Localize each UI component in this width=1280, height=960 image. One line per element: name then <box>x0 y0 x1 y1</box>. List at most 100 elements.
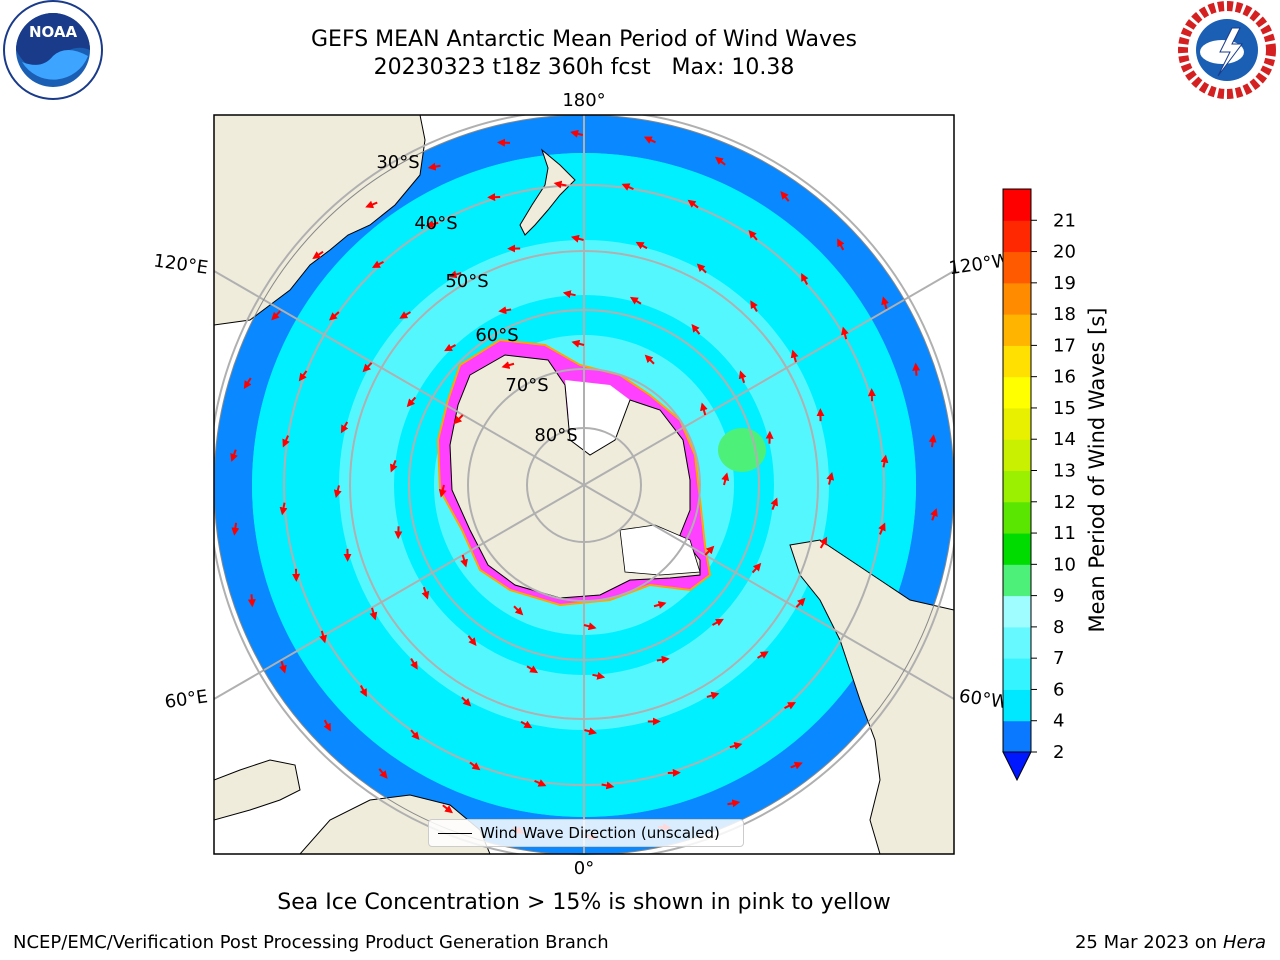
colorbar-tick-label: 6 <box>1053 679 1064 700</box>
wind-wave-arrow <box>629 296 642 305</box>
wind-wave-arrow <box>312 250 324 259</box>
colorbar-tick-label: 18 <box>1053 304 1076 325</box>
wind-wave-arrow <box>748 229 758 241</box>
legend-line-icon <box>438 832 472 834</box>
wind-wave-arrow <box>878 522 886 535</box>
wind-wave-arrow <box>378 768 388 779</box>
wind-wave-arrow <box>371 260 384 268</box>
wind-wave-arrow <box>635 241 648 250</box>
legend-label: Wind Wave Direction (unscaled) <box>480 824 720 842</box>
colorbar-swatch <box>1003 407 1031 440</box>
wind-wave-arrow <box>621 183 634 191</box>
wind-wave-arrow <box>721 472 730 486</box>
colorbar-swatch <box>1003 189 1031 221</box>
lon-label-60w: 60°W <box>958 686 1010 714</box>
wind-wave-arrow <box>583 622 597 631</box>
colorbar-tick-label: 8 <box>1053 617 1064 638</box>
wind-wave-arrow <box>729 742 743 750</box>
wind-wave-arrow <box>727 799 741 808</box>
wind-wave-arrow <box>453 414 464 425</box>
wind-wave-arrow <box>780 191 790 202</box>
wind-wave-arrow <box>448 270 462 279</box>
wind-wave-arrow <box>570 234 584 243</box>
wind-wave-arrow <box>520 720 533 729</box>
wind-wave-arrow <box>691 323 701 335</box>
noaa-logo: NOAA <box>3 0 103 100</box>
wind-wave-arrow <box>410 658 418 670</box>
wind-wave-arrow <box>319 630 327 644</box>
colorbar-tick-label: 9 <box>1053 586 1064 607</box>
colorbar-swatch <box>1003 314 1031 346</box>
wind-wave-arrow <box>912 362 921 376</box>
wind-wave-arrow <box>438 484 447 498</box>
wind-wave-arrow <box>328 311 340 321</box>
lon-label-0: 0° <box>574 858 594 879</box>
colorbar-tick-label: 11 <box>1053 523 1076 544</box>
wind-wave-arrow <box>282 435 290 448</box>
colorbar-swatch <box>1003 376 1031 409</box>
wind-wave-arrow <box>427 162 441 171</box>
colorbar: 2 4 6 7 8 9 10 11 12 13 14 15 16 17 18 19 20 21 <box>1002 188 1076 782</box>
wind-wave-arrow <box>687 199 699 209</box>
wind-wave-arrow <box>757 651 769 659</box>
wind-wave-arrow <box>644 354 655 365</box>
colorbar-tick-label: 15 <box>1053 398 1076 419</box>
footer-date: 25 Mar 2023 on Hera <box>1075 932 1266 953</box>
wind-wave-arrow <box>460 554 468 568</box>
colorbar-tick-label: 4 <box>1053 711 1064 732</box>
wind-wave-arrow <box>819 536 828 549</box>
wind-wave-arrow <box>498 306 512 315</box>
wind-wave-arrow <box>601 781 615 790</box>
wind-wave-arrow <box>801 272 809 285</box>
colorbar-tick-label: 12 <box>1053 492 1076 513</box>
colorbar-swatch <box>1003 658 1031 690</box>
colorbar-swatch <box>1003 564 1031 597</box>
wind-wave-arrow <box>750 300 758 312</box>
wind-wave-arrow <box>279 502 288 516</box>
colorbar-swatch <box>1003 439 1031 471</box>
nws-logo <box>1178 1 1276 99</box>
map-frame <box>213 114 955 855</box>
colorbar-tick-label: 13 <box>1053 461 1076 482</box>
wind-wave-arrow <box>323 719 331 732</box>
colorbar-tick-label: 16 <box>1053 367 1076 388</box>
lat-label-50s: 50°S <box>445 271 488 292</box>
colorbar-swatch <box>1003 626 1031 659</box>
wind-wave-arrow <box>362 362 373 373</box>
colorbar-tick-label: 19 <box>1053 273 1076 294</box>
wind-wave-arrow <box>526 665 539 674</box>
svg-text:NOAA: NOAA <box>29 23 78 41</box>
wind-wave-arrow <box>243 377 252 390</box>
wind-wave-arrow <box>712 618 724 627</box>
colorbar-swatch <box>1003 689 1031 722</box>
wind-wave-arrow <box>333 485 342 499</box>
colorbar-tick-label: 10 <box>1053 554 1076 575</box>
map-title-line1: GEFS MEAN Antarctic Mean Period of Wind … <box>311 27 857 52</box>
colorbar-tick-label: 21 <box>1053 210 1076 231</box>
wind-wave-arrow <box>461 696 472 707</box>
colorbar-tick-label: 20 <box>1053 242 1076 263</box>
map-title-line2: 20230323 t18z 360h fcst Max: 10.38 <box>373 55 795 80</box>
colorbar-swatch <box>1003 720 1031 753</box>
colorbar-swatch <box>1003 282 1031 315</box>
graticule <box>214 115 954 854</box>
wind-wave-arrow <box>271 310 281 321</box>
wind-wave-arrow <box>570 129 583 138</box>
colorbar-swatch <box>1003 251 1031 284</box>
wind-wave-arrow <box>706 691 720 700</box>
footer-date-text: 25 Mar 2023 on <box>1074 932 1218 953</box>
colorbar-label: Mean Period of Wind Waves [s] <box>1085 307 1109 633</box>
wind-wave-arrow <box>790 349 799 363</box>
wind-wave-arrow <box>784 702 797 710</box>
wind-wave-arrow <box>880 454 889 468</box>
wind-wave-arrow <box>399 311 411 319</box>
colorbar-swatch <box>1003 501 1031 534</box>
footer-machine: Hera <box>1222 932 1266 953</box>
wind-wave-arrow <box>928 434 937 448</box>
footer-branch: NCEP/EMC/Verification Post Processing Pr… <box>13 932 609 953</box>
wind-wave-arrow <box>826 471 835 485</box>
wind-wave-arrow <box>841 326 849 340</box>
wind-wave-arrow <box>837 238 845 251</box>
wind-wave-arrow <box>467 635 477 647</box>
lon-label-60e: 60°E <box>163 686 209 713</box>
